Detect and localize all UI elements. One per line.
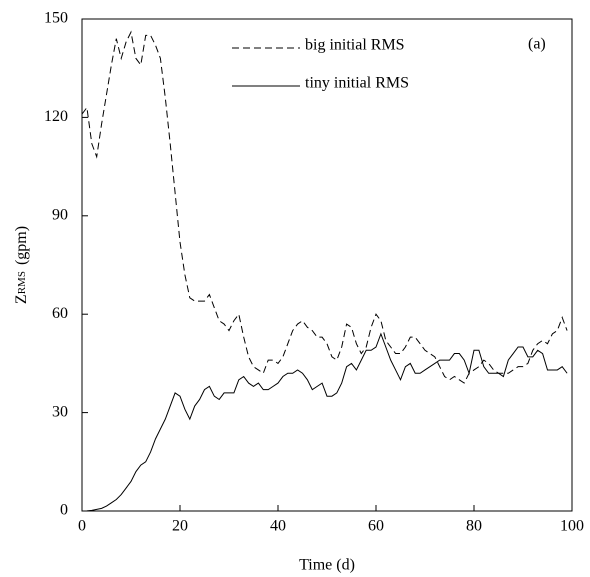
annotation: (a) [528,36,546,53]
y-label-unit: (gpm) [13,226,30,265]
y-axis-label: ZRMS (gpm) [13,226,30,304]
y-tick-label: 90 [52,206,68,223]
legend-label: big initial RMS [305,37,405,54]
series-line [81,30,568,384]
y-tick-label: 150 [44,10,68,27]
y-tick-label: 120 [44,108,68,125]
y-tick-label: 0 [60,502,68,519]
legend-label: tiny initial RMS [305,75,409,92]
y-label-main: Z [13,294,30,304]
x-tick-label: 60 [368,518,384,535]
series-line [81,332,568,512]
x-tick-label: 20 [172,518,188,535]
plot-frame [81,18,573,512]
x-tick-label: 100 [560,518,584,535]
x-tick-label: 80 [466,518,482,535]
y-tick-label: 30 [52,403,68,420]
x-tick-label: 40 [270,518,286,535]
y-label-sub: RMS [16,271,28,294]
x-axis-label: Time (d) [299,557,355,574]
x-tick-label: 0 [78,518,86,535]
y-tick-label: 60 [52,305,68,322]
